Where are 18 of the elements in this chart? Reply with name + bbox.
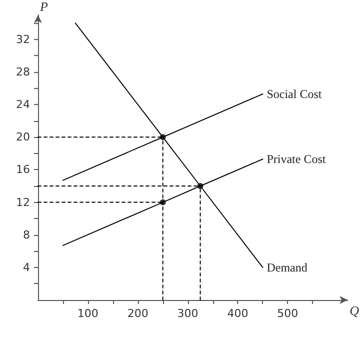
y-axis-title: P	[39, 0, 48, 14]
x-tick-label: 400	[227, 307, 248, 320]
y-tick-label: 12	[16, 196, 30, 209]
x-tick-label: 300	[177, 307, 198, 320]
series-label: Social Cost	[266, 86, 322, 101]
y-tick-label: 24	[16, 98, 30, 112]
x-tick-label: 500	[277, 307, 298, 320]
x-tick-label: 200	[127, 307, 148, 320]
y-tick-label: 8	[23, 228, 30, 242]
x-tick-label: 100	[77, 307, 98, 320]
y-tick-label: 32	[16, 32, 30, 46]
y-tick-label: 20	[16, 130, 30, 144]
y-tick-label: 4	[23, 260, 30, 274]
x-axis-title: Q	[350, 303, 360, 318]
y-tick-label: 28	[16, 66, 30, 78]
series-label: Demand	[266, 260, 308, 274]
y-tick-label: 16	[16, 163, 30, 176]
series-label: Private Cost	[266, 152, 326, 166]
